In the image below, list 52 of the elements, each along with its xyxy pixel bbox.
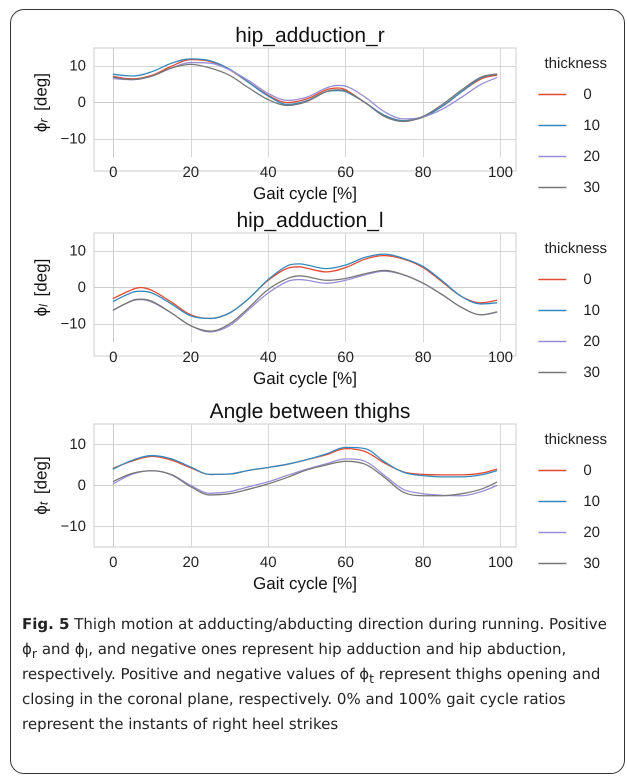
x-tick-label: 40 bbox=[260, 164, 277, 182]
x-tick-label: 60 bbox=[337, 349, 354, 366]
y-axis-title: ϕl [deg] bbox=[32, 258, 51, 316]
legend-title: thickness bbox=[544, 55, 608, 72]
y-axis-title: ϕr [deg] bbox=[32, 73, 51, 132]
legend-label: 20 bbox=[583, 148, 600, 165]
x-axis-title: Gait cycle [%] bbox=[253, 369, 357, 388]
x-tick-label: 20 bbox=[182, 554, 200, 571]
chart-title: hip_adduction_r bbox=[235, 24, 385, 47]
legend-label: 10 bbox=[583, 302, 600, 319]
x-tick-label: 100 bbox=[488, 164, 514, 182]
y-tick-label: 0 bbox=[78, 477, 86, 494]
y-tick-label: −10 bbox=[60, 518, 86, 535]
y-tick-label: −10 bbox=[60, 315, 86, 332]
x-axis-title: Gait cycle [%] bbox=[253, 184, 357, 203]
x-tick-label: 40 bbox=[260, 349, 277, 366]
legend-label: 20 bbox=[583, 333, 600, 350]
legend-label: 10 bbox=[583, 493, 600, 510]
legend-label: 30 bbox=[583, 555, 600, 572]
x-tick-label: 20 bbox=[182, 349, 200, 366]
legend-label: 0 bbox=[583, 271, 592, 288]
x-tick-label: 100 bbox=[488, 349, 514, 366]
y-tick-label: −10 bbox=[60, 130, 86, 148]
legend-label: 0 bbox=[583, 86, 592, 103]
x-tick-label: 80 bbox=[414, 554, 432, 571]
chart-title: hip_adduction_l bbox=[236, 209, 384, 232]
y-tick-label: 0 bbox=[78, 279, 86, 296]
y-tick-label: 10 bbox=[69, 436, 86, 453]
x-tick-label: 80 bbox=[414, 164, 432, 182]
x-tick-label: 0 bbox=[109, 349, 118, 366]
x-tick-label: 0 bbox=[109, 554, 118, 571]
x-tick-label: 60 bbox=[337, 554, 354, 571]
x-tick-label: 80 bbox=[414, 349, 432, 366]
legend-label: 30 bbox=[583, 179, 600, 196]
legend-label: 0 bbox=[583, 462, 592, 479]
x-tick-label: 0 bbox=[109, 164, 118, 182]
y-tick-label: 10 bbox=[69, 242, 86, 260]
y-axis-title: ϕt [deg] bbox=[32, 456, 51, 515]
caption: Fig. 5 bbox=[22, 615, 70, 633]
legend-label: 20 bbox=[583, 524, 600, 541]
legend-label: 30 bbox=[583, 364, 600, 381]
legend-title: thickness bbox=[544, 240, 608, 257]
x-tick-label: 100 bbox=[488, 554, 514, 571]
x-tick-label: 60 bbox=[337, 164, 354, 182]
chart-title: Angle between thighs bbox=[210, 400, 410, 423]
x-tick-label: 20 bbox=[182, 164, 200, 182]
legend-title: thickness bbox=[544, 431, 608, 448]
y-tick-label: 0 bbox=[78, 94, 86, 112]
y-tick-label: 10 bbox=[69, 58, 86, 75]
x-axis-title: Gait cycle [%] bbox=[253, 574, 357, 593]
legend-label: 10 bbox=[583, 117, 600, 134]
x-tick-label: 40 bbox=[260, 554, 277, 571]
